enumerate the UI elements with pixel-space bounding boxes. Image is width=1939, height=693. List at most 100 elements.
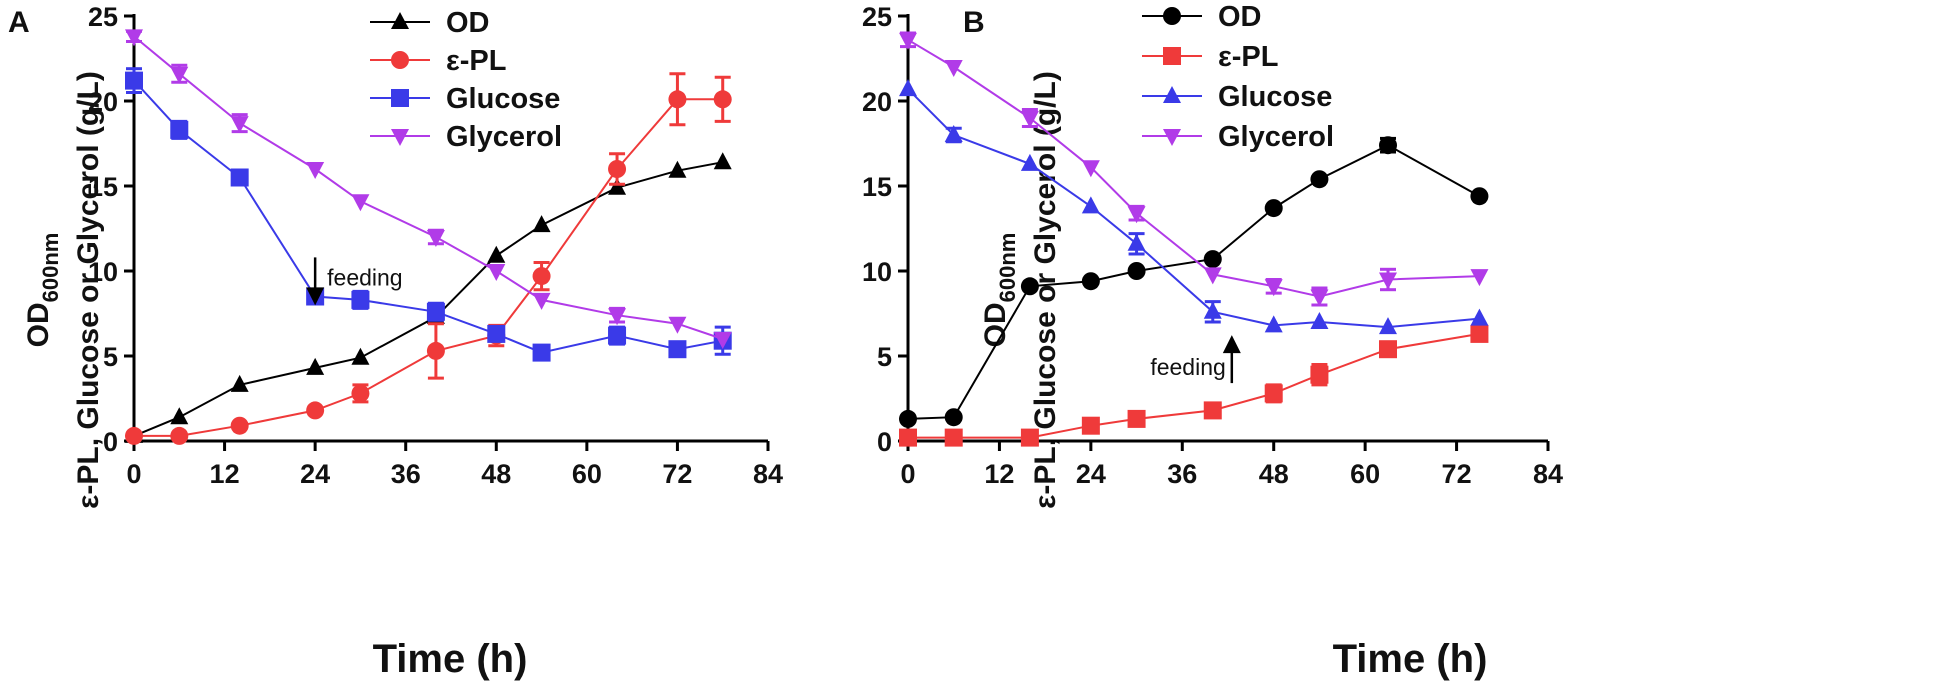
legend-marker bbox=[391, 89, 409, 107]
data-point bbox=[125, 426, 143, 445]
x-tick-label: 36 bbox=[391, 459, 421, 489]
legend-item: ε-PL bbox=[1142, 41, 1278, 73]
legend: OD ε-PL Glucose Glycerol bbox=[370, 7, 562, 153]
legend-label: OD bbox=[1218, 1, 1262, 33]
data-point bbox=[1127, 233, 1146, 251]
legend-marker bbox=[391, 12, 409, 29]
y-axis-title-line2: ε-PL, Glucose or Glycerol (g/L) bbox=[72, 71, 105, 509]
legend-label: Glucose bbox=[1218, 81, 1332, 113]
data-point bbox=[1470, 187, 1489, 206]
legend-item: Glucose bbox=[370, 83, 560, 115]
data-point bbox=[1264, 199, 1283, 218]
data-point bbox=[1081, 196, 1100, 214]
data-point bbox=[1020, 277, 1039, 296]
y-axis-title-subscript: 600nm bbox=[38, 233, 63, 303]
legend-label: Glycerol bbox=[446, 121, 562, 153]
data-point bbox=[1203, 250, 1222, 269]
data-point bbox=[944, 60, 963, 77]
data-point bbox=[1127, 262, 1146, 280]
legend-item: Glycerol bbox=[1142, 121, 1334, 153]
data-point bbox=[170, 426, 189, 445]
series-line bbox=[134, 98, 723, 437]
data-point bbox=[426, 230, 445, 247]
data-point bbox=[306, 357, 325, 375]
feeding-label: feeding bbox=[1150, 354, 1225, 380]
data-point bbox=[230, 168, 249, 187]
x-tick-label: 0 bbox=[900, 459, 915, 489]
legend-item: OD bbox=[370, 7, 490, 39]
panel-letter: B bbox=[963, 6, 985, 39]
y-axis-title-subscript: 600nm bbox=[995, 233, 1020, 303]
legend-marker bbox=[391, 129, 409, 146]
legend-marker bbox=[391, 51, 409, 69]
feeding-label: feeding bbox=[327, 264, 402, 290]
data-point bbox=[1203, 401, 1222, 420]
data-point bbox=[351, 290, 370, 309]
data-point bbox=[1470, 269, 1489, 287]
series-Glucose bbox=[899, 79, 1489, 335]
data-point bbox=[1310, 365, 1329, 384]
data-point bbox=[351, 384, 370, 403]
data-point bbox=[230, 116, 249, 134]
y-tick-label: 0 bbox=[877, 427, 892, 457]
x-tick-label: 12 bbox=[984, 459, 1014, 489]
series-OD bbox=[125, 152, 732, 443]
data-point bbox=[668, 160, 687, 178]
data-point bbox=[1310, 289, 1329, 307]
legend-item: Glucose bbox=[1142, 81, 1332, 113]
x-tick-label: 0 bbox=[126, 459, 141, 489]
data-point bbox=[230, 416, 249, 435]
data-point bbox=[1379, 340, 1397, 359]
x-tick-label: 24 bbox=[1076, 459, 1106, 489]
series-OD bbox=[899, 136, 1489, 428]
data-point bbox=[944, 125, 963, 142]
axes: 0 12 24 36 48 60 72 84 0 5 10 15 20 25 bbox=[862, 2, 1563, 489]
y-tick-label: 5 bbox=[103, 342, 118, 372]
data-point bbox=[306, 162, 325, 179]
series-line bbox=[908, 332, 1480, 439]
y-tick-label: 20 bbox=[88, 87, 118, 117]
panel-letter: A bbox=[8, 6, 30, 39]
series-line bbox=[907, 88, 1480, 329]
data-point bbox=[1264, 315, 1283, 333]
data-point bbox=[1379, 317, 1397, 335]
data-point bbox=[170, 120, 189, 139]
data-point bbox=[532, 267, 551, 286]
y-axis-title: OD600nm ε-PL, Glucose or Glycerol (g/L) bbox=[979, 71, 1062, 509]
series-ε-PL bbox=[899, 324, 1489, 447]
series-Glycerol bbox=[125, 29, 732, 349]
data-point bbox=[170, 407, 189, 425]
data-point bbox=[487, 324, 506, 343]
panel-a: A OD600nm ε-PL, Glucose or Glycerol (g/L… bbox=[8, 2, 783, 681]
feeding-annotation: feeding bbox=[1150, 335, 1241, 384]
data-point bbox=[351, 347, 370, 365]
data-point bbox=[713, 152, 732, 170]
data-point bbox=[487, 245, 506, 263]
y-axis-title-line1: OD600nm bbox=[22, 233, 63, 348]
data-point bbox=[1379, 136, 1397, 155]
feeding-annotation: feeding bbox=[306, 257, 403, 306]
data-point bbox=[608, 177, 627, 195]
data-point bbox=[899, 409, 917, 428]
x-tick-label: 48 bbox=[481, 459, 511, 489]
x-tick-label: 36 bbox=[1167, 459, 1197, 489]
x-tick-label: 84 bbox=[753, 459, 783, 489]
x-axis-title: Time (h) bbox=[373, 637, 528, 681]
data-point bbox=[125, 29, 143, 47]
legend-label: ε-PL bbox=[1218, 41, 1278, 73]
legend-marker bbox=[1163, 86, 1181, 103]
data-point bbox=[1203, 301, 1222, 319]
feeding-arrow-head bbox=[306, 287, 325, 306]
data-point bbox=[532, 215, 551, 233]
data-point bbox=[487, 264, 506, 281]
legend-marker bbox=[1163, 47, 1181, 65]
x-tick-label: 48 bbox=[1259, 459, 1289, 489]
feeding-arrow-head bbox=[1222, 335, 1241, 354]
data-point bbox=[1081, 416, 1100, 435]
data-point bbox=[1127, 409, 1146, 428]
data-point bbox=[351, 194, 370, 212]
data-point bbox=[1470, 324, 1489, 343]
y-axis-title: OD600nm ε-PL, Glucose or Glycerol (g/L) bbox=[22, 71, 105, 509]
y-axis-title-main: OD bbox=[22, 302, 55, 347]
